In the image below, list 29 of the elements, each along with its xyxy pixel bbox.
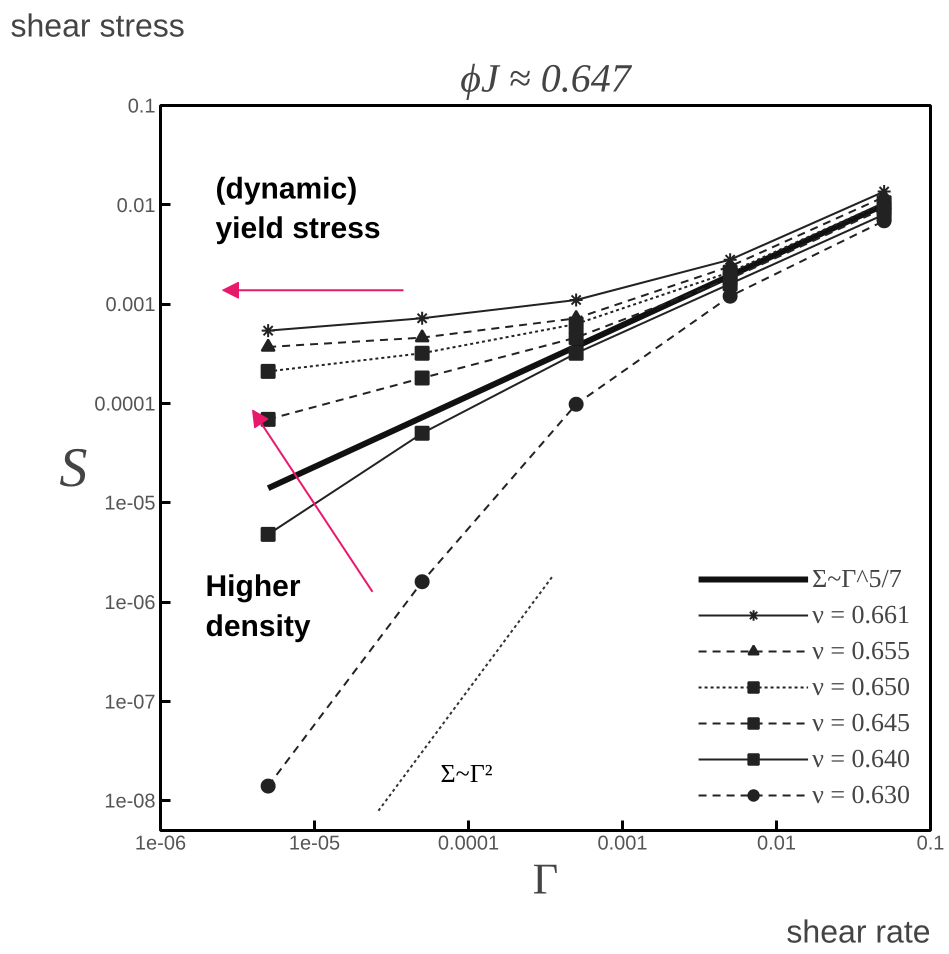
annotation: Σ~Γ² bbox=[440, 759, 493, 788]
x-tick-label: 1e-06 bbox=[134, 832, 186, 854]
x-tick-label: 0.01 bbox=[757, 832, 796, 854]
annotation: (dynamic) yield stress bbox=[216, 172, 381, 245]
text: shear stress bbox=[10, 8, 185, 44]
x-tick-label: 0.001 bbox=[597, 832, 648, 854]
text: shear rate bbox=[786, 914, 930, 950]
y-axis-title: S bbox=[59, 437, 88, 499]
legend-label: Σ~Γ^5/7 bbox=[812, 564, 902, 594]
y-tick-label: 0.01 bbox=[116, 194, 156, 217]
legend-label: ν = 0.640 bbox=[812, 744, 910, 774]
legend-label: ν = 0.661 bbox=[812, 600, 910, 630]
y-tick-label: 0.001 bbox=[105, 294, 156, 316]
y-tick-label: 1e-07 bbox=[104, 691, 156, 714]
x-tick-label: 1e-05 bbox=[288, 832, 340, 854]
legend-label: ν = 0.650 bbox=[812, 672, 910, 702]
y-tick-label: 1e-08 bbox=[104, 790, 156, 813]
legend-label: ν = 0.645 bbox=[812, 708, 910, 738]
x-tick-label: 0.1 bbox=[916, 832, 944, 854]
x-axis-title: Γ bbox=[532, 854, 558, 904]
y-tick-label: 0.0001 bbox=[94, 393, 156, 416]
y-tick-label: 1e-06 bbox=[104, 592, 156, 614]
x-tick-label: 0.0001 bbox=[438, 832, 500, 854]
legend-label: ν = 0.655 bbox=[812, 636, 910, 666]
legend-label: ν = 0.630 bbox=[812, 780, 910, 810]
chart-title: ϕJ ≈ 0.647 bbox=[460, 56, 633, 100]
annotation: Higher density bbox=[206, 570, 311, 643]
y-tick-label: 0.1 bbox=[128, 96, 156, 118]
y-tick-label: 1e-05 bbox=[104, 492, 156, 515]
